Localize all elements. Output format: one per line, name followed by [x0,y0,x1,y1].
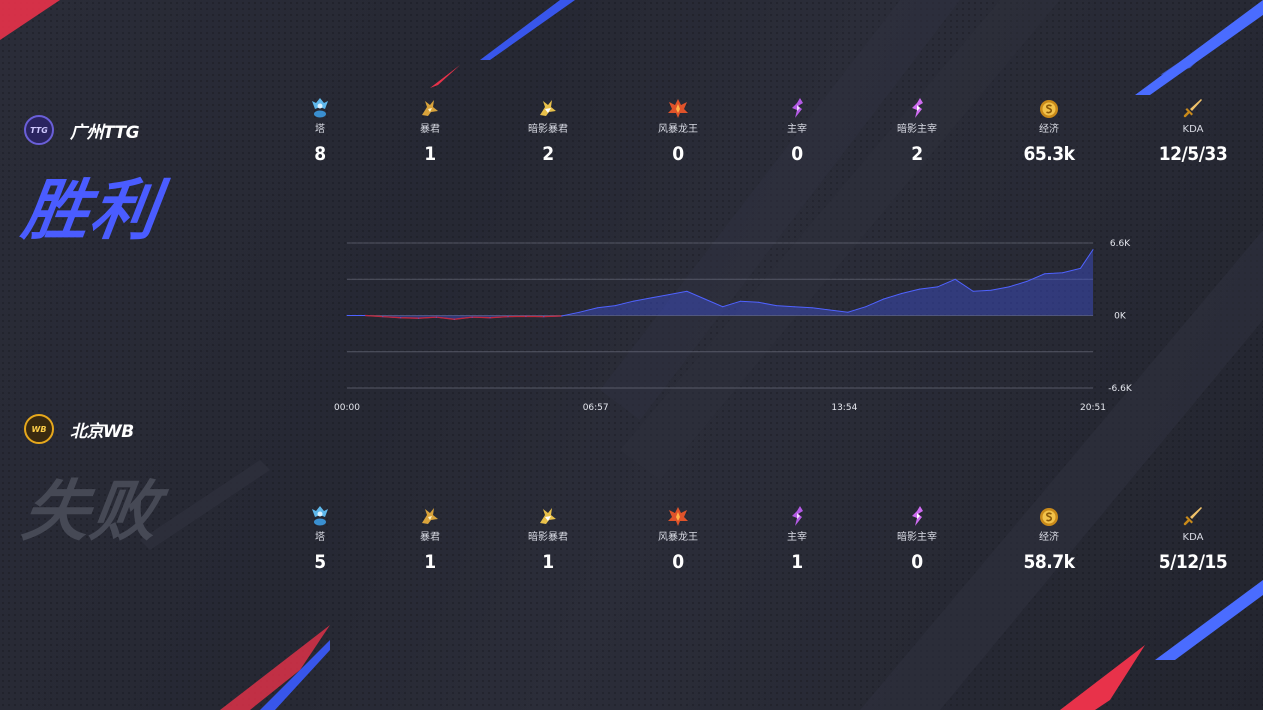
stat-value: 1 [424,551,436,573]
stat-label: 塔 [315,532,325,543]
stat-value: 2 [911,143,923,165]
overlord-icon [757,93,837,119]
sword-icon [1153,93,1233,119]
stat-label: 暗影主宰 [897,532,937,543]
stat-label: 暗影主宰 [897,124,937,135]
stat-label: 经济 [1039,124,1059,135]
stat-label: 暴君 [420,532,440,543]
shadow-overlord-icon [877,501,957,527]
stat-value: 65.3k [1023,143,1075,165]
gold-coin-icon [1009,501,1089,527]
team-top-stats: 塔 8 暴君 1 暗影暴君 2 风暴龙王 0 主宰 0 暗影主宰 2 经济 65.3k KDA 12/5/33 [300,93,1260,183]
team-top-logo: TTG [24,115,54,145]
stat-value: 2 [542,143,554,165]
stat-label: 主宰 [787,124,807,135]
storm-dragon-icon [638,501,718,527]
team-bottom-header: WB 北京WB [24,414,134,444]
stat-label: 塔 [315,124,325,135]
stat-value: 0 [911,551,923,573]
stat-top-3: 风暴龙王 0 [638,93,718,165]
stat-value: 5 [314,551,326,573]
stat-value: 1 [791,551,803,573]
stat-label: 风暴龙王 [658,532,698,543]
stat-value: 1 [424,143,436,165]
team-bottom-logo-text: WB [31,424,47,434]
stat-top-4: 主宰 0 [757,93,837,165]
stat-label: 风暴龙王 [658,124,698,135]
team-bottom-name: 北京WB [70,421,134,442]
shadow-overlord-icon [877,93,957,119]
stat-bottom-4: 主宰 1 [757,501,837,573]
stat-bottom-7: KDA 5/12/15 [1153,501,1233,573]
stat-bottom-3: 风暴龙王 0 [638,501,718,573]
stat-label: KDA [1182,532,1204,543]
stat-top-1: 暴君 1 [390,93,470,165]
stat-value: 5/12/15 [1158,551,1228,573]
stat-label: 主宰 [787,532,807,543]
stat-top-6: 经济 65.3k [1009,93,1089,165]
gold-coin-icon [1009,93,1089,119]
team-top-name: 广州TTG [70,122,140,143]
tyrant-icon [390,93,470,119]
stat-label: 经济 [1039,532,1059,543]
tower-icon [280,501,360,527]
team-top-header: TTG 广州TTG [24,115,140,145]
stat-value: 8 [314,143,326,165]
shadow-tyrant-icon [508,93,588,119]
stat-label: 暴君 [420,124,440,135]
team-bottom-result: 失败 [17,473,165,550]
stat-value: 0 [672,143,684,165]
stat-value: 58.7k [1023,551,1075,573]
stat-label: 暗影暴君 [528,532,568,543]
team-bottom-logo: WB [24,414,54,444]
stat-value: 0 [791,143,803,165]
stat-bottom-5: 暗影主宰 0 [877,501,957,573]
stat-value: 12/5/33 [1158,143,1228,165]
stat-bottom-6: 经济 58.7k [1009,501,1089,573]
stat-label: KDA [1182,124,1204,135]
shadow-tyrant-icon [508,501,588,527]
team-top-logo-text: TTG [30,125,48,135]
stat-label: 暗影暴君 [528,124,568,135]
storm-dragon-icon [638,93,718,119]
stat-top-2: 暗影暴君 2 [508,93,588,165]
sword-icon [1153,501,1233,527]
stat-value: 1 [542,551,554,573]
stat-top-5: 暗影主宰 2 [877,93,957,165]
team-top-result: 胜利 [17,172,165,249]
overlord-icon [757,501,837,527]
team-bottom-stats: 塔 5 暴君 1 暗影暴君 1 风暴龙王 0 主宰 1 暗影主宰 0 经济 58.7k KDA 5/12/15 [300,501,1260,591]
stat-bottom-1: 暴君 1 [390,501,470,573]
tyrant-icon [390,501,470,527]
stat-top-7: KDA 12/5/33 [1153,93,1233,165]
tower-icon [280,93,360,119]
stat-bottom-2: 暗影暴君 1 [508,501,588,573]
stat-value: 0 [672,551,684,573]
